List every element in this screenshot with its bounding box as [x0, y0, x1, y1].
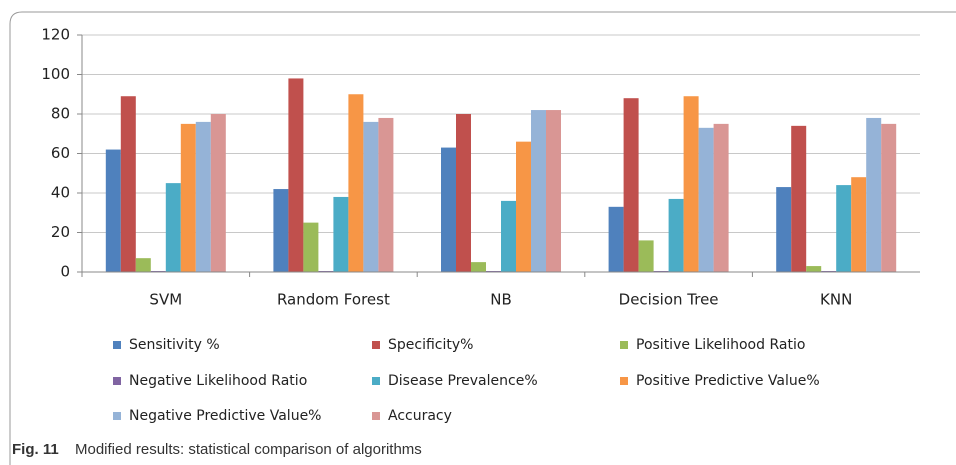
- bar: [623, 98, 639, 272]
- bar: [836, 185, 852, 272]
- bar: [776, 187, 792, 272]
- legend-label: Positive Predictive Value%: [636, 373, 820, 389]
- bar: [791, 125, 807, 272]
- bar: [546, 110, 561, 272]
- bar: [531, 110, 546, 272]
- y-tick-label: 0: [60, 263, 70, 281]
- bar: [638, 240, 654, 272]
- bar: [363, 121, 379, 273]
- y-tick-label: 120: [41, 26, 70, 44]
- legend-label: Specificity%: [388, 337, 473, 353]
- legend-swatch: [372, 341, 380, 349]
- bar: [165, 183, 181, 272]
- bar: [851, 177, 867, 272]
- y-tick-label: 40: [51, 184, 70, 202]
- bar: [348, 94, 364, 272]
- bar: [668, 198, 684, 272]
- x-tick-label: NB: [490, 291, 512, 309]
- x-tick-label: SVM: [149, 291, 182, 309]
- x-tick-label: Decision Tree: [619, 291, 719, 309]
- x-tick-label: KNN: [820, 291, 852, 309]
- legend-swatch: [113, 412, 121, 420]
- bar: [698, 127, 714, 272]
- caption: Modified results: statistical comparison…: [75, 441, 422, 458]
- legend-swatch: [372, 377, 380, 385]
- legend-label: Disease Prevalence%: [388, 373, 538, 389]
- bar: [683, 96, 699, 272]
- legend-swatch: [113, 341, 121, 349]
- legend-label: Positive Likelihood Ratio: [636, 337, 805, 353]
- bar: [456, 114, 471, 272]
- bar: [608, 206, 624, 272]
- bar: [210, 114, 226, 272]
- bar: [378, 117, 394, 272]
- bar: [273, 189, 289, 272]
- bar: [180, 123, 196, 272]
- bar: [713, 123, 729, 272]
- frame: [9, 11, 956, 465]
- bar: [288, 78, 304, 272]
- bar: [866, 117, 882, 272]
- figure-label: Fig. 11: [12, 441, 59, 458]
- legend-swatch: [113, 377, 121, 385]
- bar: [135, 258, 151, 272]
- y-tick-label: 80: [51, 105, 70, 123]
- bar: [120, 96, 136, 272]
- bar: [195, 121, 211, 273]
- y-tick-label: 20: [51, 223, 70, 241]
- bar: [881, 123, 897, 272]
- y-tick-label: 100: [41, 65, 70, 83]
- bar: [441, 147, 456, 272]
- legend-label: Negative Likelihood Ratio: [129, 373, 307, 389]
- legend-swatch: [620, 377, 628, 385]
- x-tick-label: Random Forest: [277, 291, 390, 309]
- bar: [303, 222, 319, 272]
- bar: [471, 262, 486, 272]
- bar: [105, 149, 121, 272]
- legend-label: Sensitivity %: [129, 337, 220, 353]
- legend-swatch: [620, 341, 628, 349]
- legend: Sensitivity % Specificity% Positive Likeli…: [113, 337, 820, 424]
- y-tick-label: 60: [51, 144, 70, 162]
- legend-swatch: [372, 412, 380, 420]
- bar: [333, 196, 349, 272]
- bar: [516, 141, 531, 272]
- bar: [501, 200, 516, 272]
- legend-label: Negative Predictive Value%: [129, 408, 322, 424]
- legend-label: Accuracy: [388, 408, 452, 424]
- bar: [806, 266, 822, 272]
